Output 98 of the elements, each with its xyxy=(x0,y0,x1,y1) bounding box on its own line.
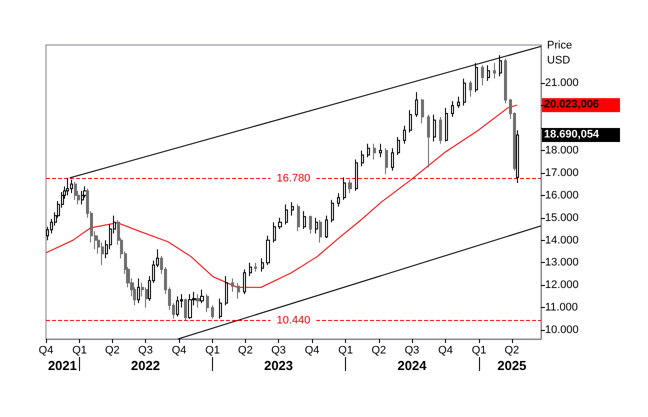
x2-tick-label: 2021 xyxy=(48,358,77,373)
candlestick xyxy=(66,177,69,196)
candlestick xyxy=(137,278,140,304)
candlestick xyxy=(285,204,288,226)
candlestick xyxy=(499,54,502,77)
candlestick xyxy=(325,215,328,239)
candlestick xyxy=(206,294,209,313)
x2-tick-label: 2025 xyxy=(497,358,526,373)
y-tick-label: 12.000 xyxy=(545,279,579,292)
x-tick-label: Q1 xyxy=(472,344,486,356)
candlestick xyxy=(237,282,240,300)
candlestick xyxy=(361,150,364,167)
candlestick xyxy=(188,294,192,320)
candlestick xyxy=(385,148,388,175)
x-tick-label: Q2 xyxy=(504,344,520,356)
x-tick-label: Q2 xyxy=(238,344,253,356)
x2-tick-label: 2023 xyxy=(264,358,294,373)
annotation: 20.023,006 xyxy=(544,98,600,111)
x-tick-label: Q4 xyxy=(304,344,320,356)
candlestick xyxy=(309,215,312,234)
candlestick xyxy=(504,58,507,104)
candlestick xyxy=(273,222,276,243)
candlestick xyxy=(303,210,306,230)
candlestick xyxy=(291,202,294,216)
candlestick xyxy=(367,143,370,158)
annotation: 18.690,054 xyxy=(544,128,600,140)
candlestick xyxy=(145,286,148,308)
y-tick-label: 21.000 xyxy=(545,77,579,90)
candlestick xyxy=(319,220,322,243)
candlestick xyxy=(427,114,430,168)
candlestick xyxy=(433,114,436,142)
y-tick-label: 16.000 xyxy=(545,189,579,202)
candlestick xyxy=(266,235,270,266)
candlestick xyxy=(81,190,84,205)
x-tick-label: Q3 xyxy=(138,344,153,356)
candlestick xyxy=(196,294,200,308)
x-tick-label: Q3 xyxy=(271,344,286,356)
candlestick xyxy=(219,298,222,320)
candlestick xyxy=(243,268,246,295)
candlestick xyxy=(249,262,252,277)
x-tick-label: Q4 xyxy=(172,344,186,356)
candlestick xyxy=(231,278,234,292)
y-tick-label: 13.000 xyxy=(545,256,579,269)
ref-line-label: 16.780 xyxy=(276,172,310,184)
candlestick xyxy=(469,80,472,98)
candlestick xyxy=(373,143,376,160)
candlestick xyxy=(463,78,466,106)
candlestick xyxy=(516,130,519,184)
candlestick xyxy=(348,179,352,194)
candlestick xyxy=(355,158,358,192)
candlestick xyxy=(297,204,300,232)
candlestick xyxy=(415,92,418,118)
candlestick xyxy=(403,125,406,144)
y-tick-label: 15.000 xyxy=(545,212,579,224)
y-tick-label: 17.000 xyxy=(545,166,579,179)
x-tick-label: Q3 xyxy=(404,344,420,356)
candlestick xyxy=(343,176,346,200)
candlestick xyxy=(211,304,214,320)
candlestick xyxy=(261,258,264,272)
candlestick xyxy=(451,100,454,118)
candlestick xyxy=(379,143,382,158)
candlestick xyxy=(254,262,257,272)
candlestick xyxy=(409,110,412,134)
candlestick xyxy=(200,289,204,304)
candlestick xyxy=(391,148,394,172)
x2-tick-label: 2024 xyxy=(398,358,428,373)
x-tick-label: Q4 xyxy=(438,344,453,356)
candlestick xyxy=(493,62,496,80)
candlestick xyxy=(225,276,228,306)
candlestick xyxy=(481,64,484,86)
candlestick xyxy=(457,96,460,108)
y-axis-title: Price xyxy=(547,40,572,52)
candlestick xyxy=(74,181,77,200)
candlestick xyxy=(331,199,334,223)
x-tick-label: Q4 xyxy=(38,344,54,356)
x-tick-label: Q1 xyxy=(72,344,87,356)
candlestick xyxy=(475,62,478,93)
candlestick xyxy=(337,192,340,208)
y-tick-label: 10.000 xyxy=(545,324,579,336)
y-tick-label: 11.000 xyxy=(545,302,578,314)
candlestick xyxy=(184,298,187,321)
x-tick-label: Q1 xyxy=(205,344,220,356)
candlestick xyxy=(278,217,282,230)
candlestick xyxy=(315,217,318,234)
candlestick xyxy=(176,296,179,318)
x-tick-label: Q2 xyxy=(371,344,386,356)
candlestick xyxy=(421,98,424,124)
ref-line-label: 10.440 xyxy=(276,314,310,327)
text: USD xyxy=(547,54,570,66)
candlestick xyxy=(439,116,442,144)
candlestick xyxy=(445,107,448,142)
x-tick-label: Q1 xyxy=(338,344,353,356)
candlestick xyxy=(397,136,400,156)
y-tick-label: 18.000 xyxy=(545,144,579,156)
y-tick-label: 14.000 xyxy=(545,234,579,246)
x2-tick-label: 2022 xyxy=(131,358,160,373)
x-tick-label: Q2 xyxy=(104,344,120,356)
candlestick xyxy=(487,64,490,82)
